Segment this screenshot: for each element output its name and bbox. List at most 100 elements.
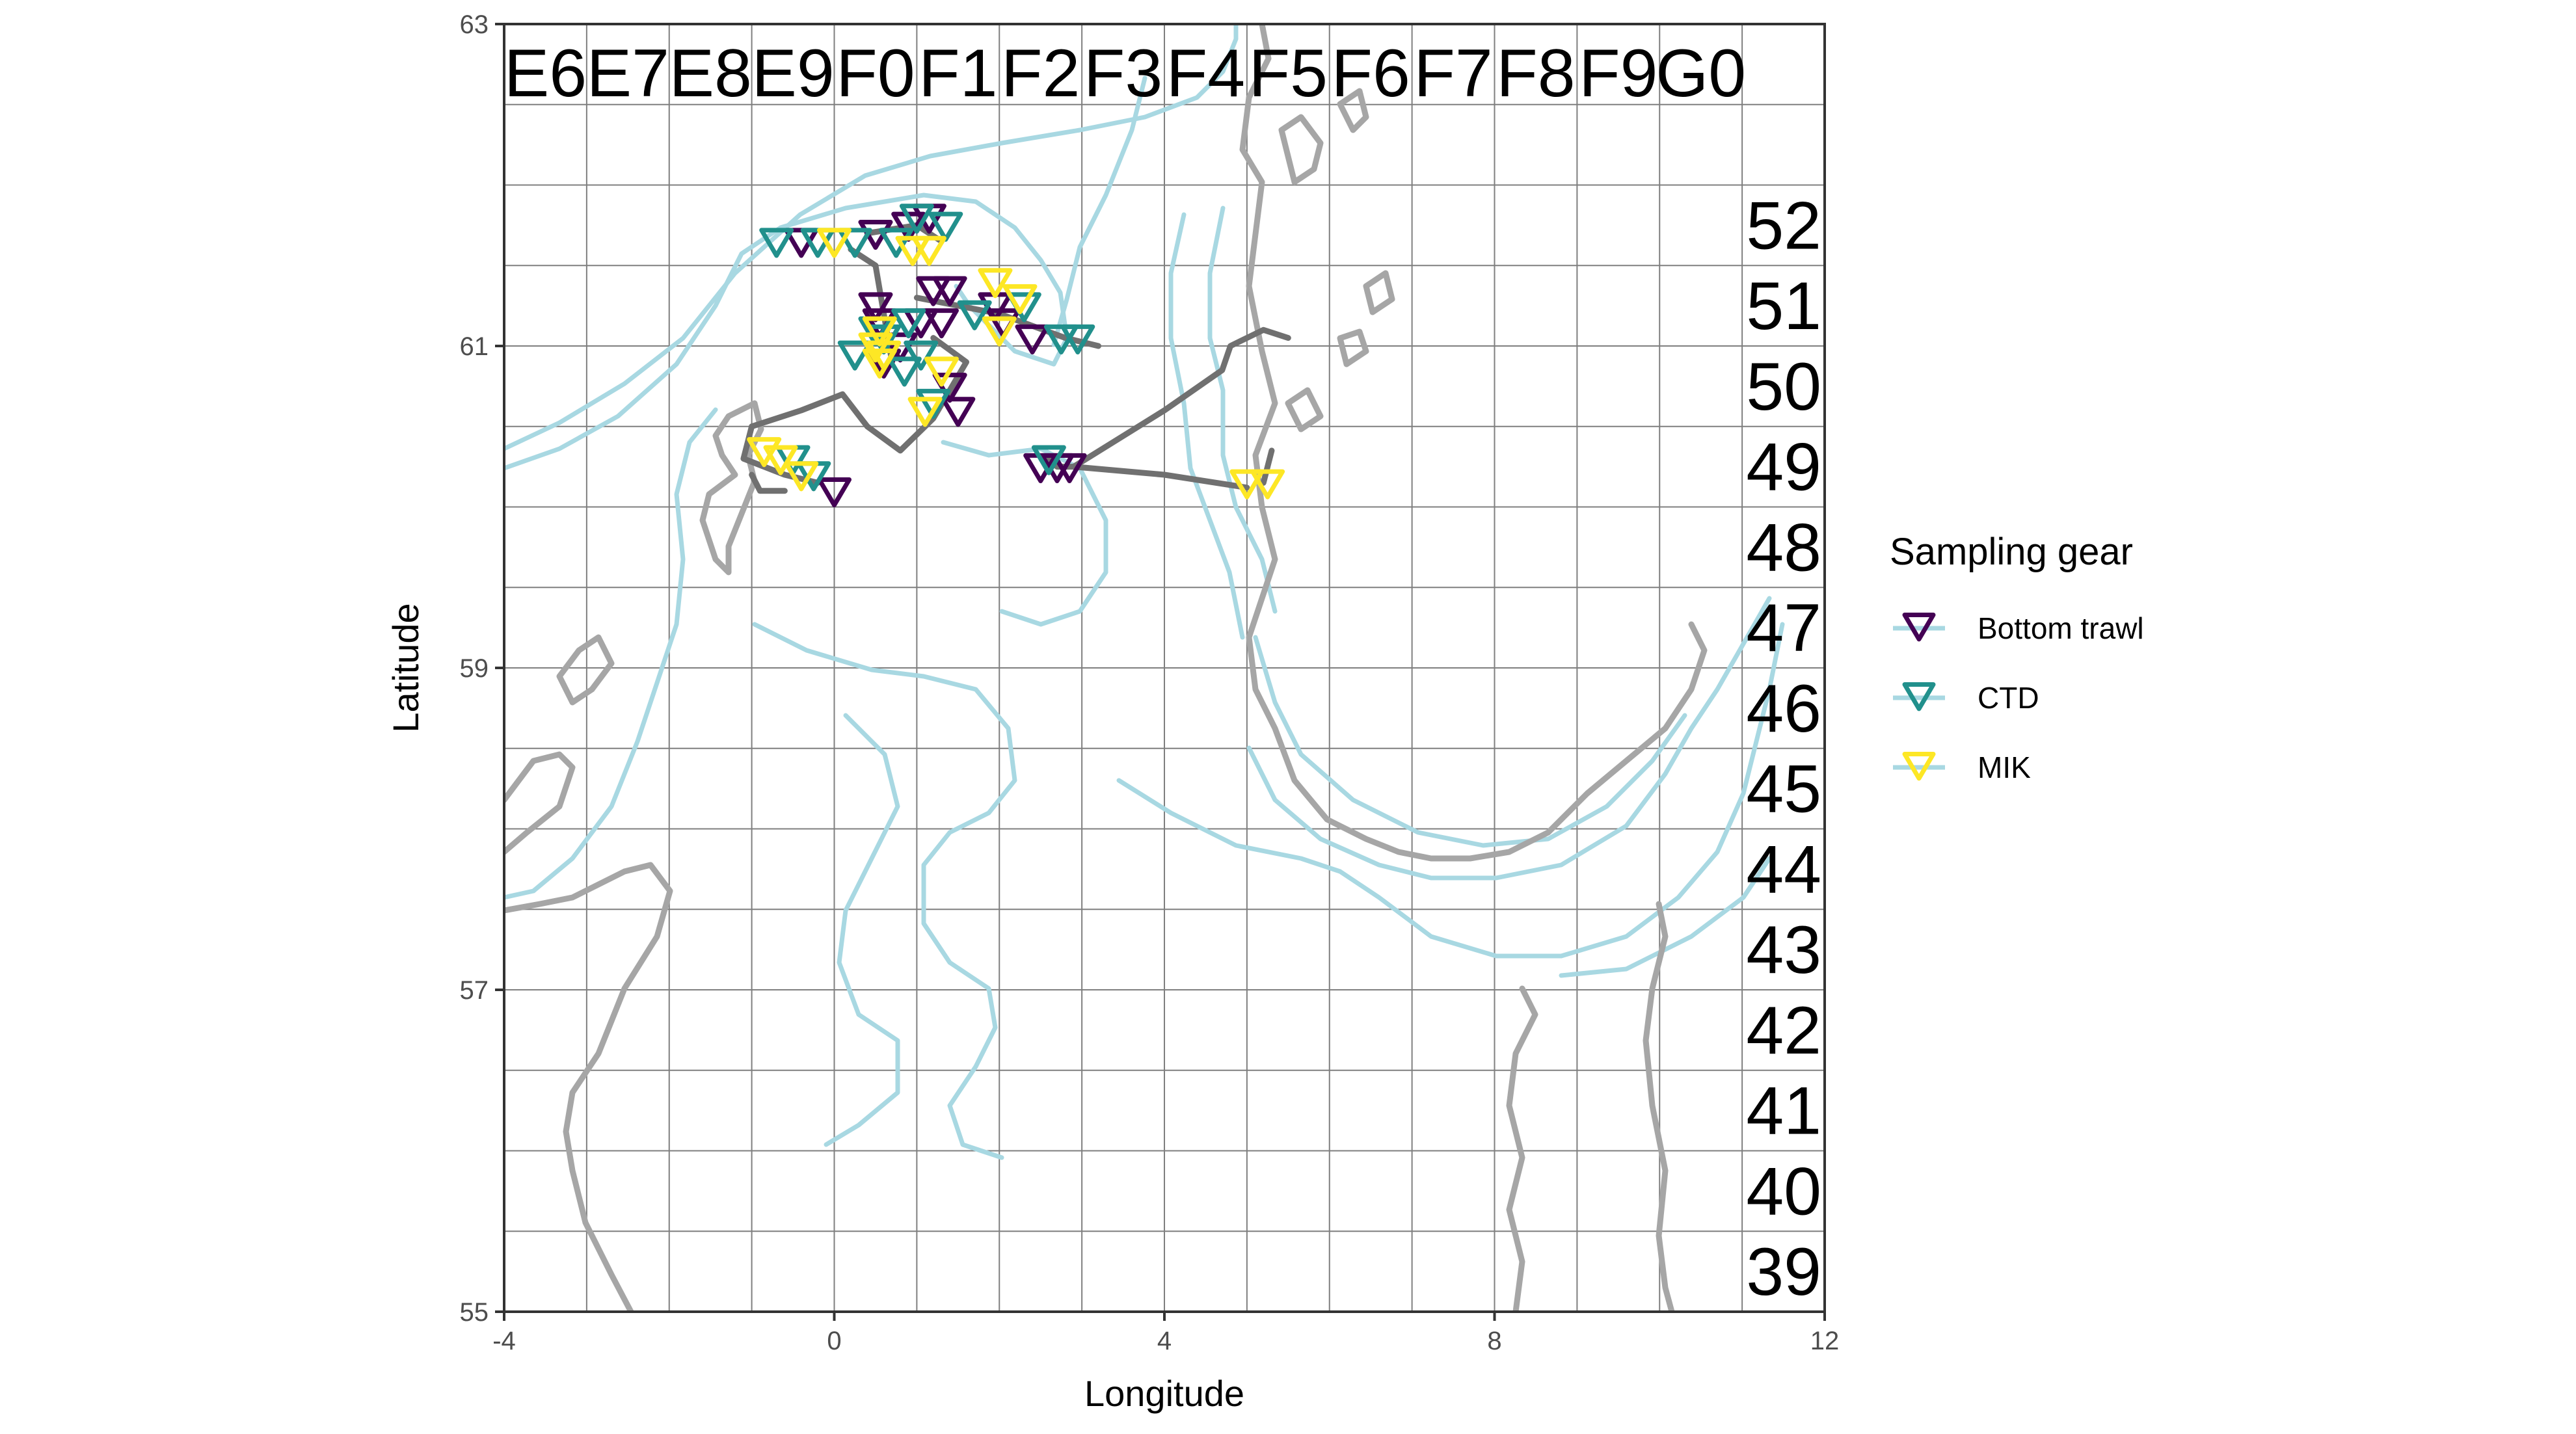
point-ctd xyxy=(957,300,992,330)
coastline-sweden-islands xyxy=(1506,985,1538,1312)
point-mik xyxy=(784,461,819,492)
ices-row-label: 45 xyxy=(1746,752,1821,827)
point-bottom-trawl xyxy=(1052,453,1087,483)
depth-contour-trench-2 xyxy=(1246,596,1772,881)
ices-row-label: 48 xyxy=(1746,510,1821,585)
point-mik xyxy=(817,228,852,258)
point-bottom-trawl xyxy=(932,373,967,403)
legend-title: Sampling gear xyxy=(1890,531,2133,573)
depth-contour-channel-west xyxy=(1051,75,1147,347)
cruise-track-segment xyxy=(1070,464,1250,491)
point-mik xyxy=(1250,469,1285,499)
ices-column-label: F1 xyxy=(919,36,997,111)
ices-row-label: 41 xyxy=(1746,1074,1821,1149)
point-mik xyxy=(978,268,1013,299)
coastline-scotland xyxy=(504,751,576,855)
y-tick-label: 59 xyxy=(460,654,489,683)
ices-column-label: E6 xyxy=(504,36,587,111)
ices-row-label: 43 xyxy=(1746,912,1821,988)
ices-column-label: F4 xyxy=(1166,36,1245,111)
depth-contour-mid-loops xyxy=(941,440,1108,627)
ices-row-label: 49 xyxy=(1746,430,1821,505)
cruise-track-segment xyxy=(749,471,788,494)
depth-contour-trench-3 xyxy=(1253,635,1687,848)
point-mik xyxy=(763,445,798,475)
ices-row-label: 51 xyxy=(1746,269,1821,344)
y-tick-label: 57 xyxy=(460,976,489,1005)
ices-row-label: 46 xyxy=(1746,671,1821,747)
x-tick-label: 0 xyxy=(827,1327,841,1355)
depth-contour-central xyxy=(752,622,1017,1160)
x-tick-label: 8 xyxy=(1487,1327,1501,1355)
cruise-track-segment xyxy=(1070,326,1291,470)
point-bottom-trawl xyxy=(817,477,852,508)
x-axis-title: Longitude xyxy=(1084,1373,1244,1414)
ices-column-label: F6 xyxy=(1332,36,1410,111)
point-ctd xyxy=(904,340,939,371)
cruise-track-segment xyxy=(749,335,969,454)
point-mik xyxy=(924,356,959,387)
point-ctd xyxy=(891,308,926,339)
x-tick-label: -4 xyxy=(492,1327,516,1355)
ices-grid xyxy=(504,24,1825,1312)
legend-key-bottom-trawl xyxy=(1902,613,1936,642)
point-ctd xyxy=(1031,445,1066,475)
y-tick-label: 63 xyxy=(460,10,489,39)
ices-column-label: E9 xyxy=(751,36,834,111)
depth-contour-norwegian-channel-2 xyxy=(1168,212,1245,640)
ices-row-label: 39 xyxy=(1746,1234,1821,1310)
point-mik xyxy=(866,340,902,371)
point-ctd xyxy=(1060,324,1095,354)
depth-contour-east xyxy=(1559,856,1772,978)
coastline-scotland-east xyxy=(504,862,673,1312)
point-ctd xyxy=(928,211,963,242)
legend: Sampling gear Bottom trawl CTD MIK xyxy=(1890,531,2144,784)
depth-contours xyxy=(504,24,1785,1160)
point-ctd xyxy=(887,356,922,387)
coastline-denmark xyxy=(1643,901,1675,1312)
ices-row-label: 52 xyxy=(1746,188,1821,263)
ices-row-label: 40 xyxy=(1746,1154,1821,1229)
ices-column-label: E8 xyxy=(669,36,752,111)
point-mik xyxy=(911,235,946,266)
depth-contour-trench-1 xyxy=(1116,622,1785,959)
ices-column-label: F2 xyxy=(1001,36,1080,111)
depth-contour-shelf-south xyxy=(504,407,718,900)
y-tick-label: 55 xyxy=(460,1298,489,1327)
y-tick-label: 61 xyxy=(460,332,489,361)
depth-contour-outer-west xyxy=(504,24,1239,451)
ices-row-label: 44 xyxy=(1746,832,1821,907)
sampling-points xyxy=(747,204,1285,508)
point-mik xyxy=(858,332,893,363)
ices-row-label: 42 xyxy=(1746,993,1821,1069)
x-tick-label: 4 xyxy=(1157,1327,1172,1355)
point-bottom-trawl xyxy=(1015,324,1050,354)
point-ctd xyxy=(916,388,951,419)
legend-key-ctd xyxy=(1902,682,1936,711)
ices-column-label: F9 xyxy=(1579,36,1657,111)
point-ctd xyxy=(837,228,872,258)
point-bottom-trawl xyxy=(932,276,967,306)
x-tick-label: 12 xyxy=(1810,1327,1840,1355)
coastlines xyxy=(504,24,1708,1312)
legend-label-bottom-trawl: Bottom trawl xyxy=(1978,611,2144,645)
ices-column-label: G0 xyxy=(1656,36,1746,111)
legend-key-mik xyxy=(1902,752,1936,781)
depth-contour-shelf-west xyxy=(504,193,1069,471)
ices-column-label: F5 xyxy=(1249,36,1328,111)
ices-column-label: F0 xyxy=(836,36,915,111)
point-ctd xyxy=(899,204,934,234)
depth-contour-norwegian-channel xyxy=(1207,206,1278,614)
cruise-track-segment xyxy=(1260,447,1275,486)
point-mik xyxy=(862,316,897,347)
ices-column-label: F8 xyxy=(1496,36,1575,111)
legend-label-ctd: CTD xyxy=(1978,681,2039,715)
point-mik xyxy=(1229,469,1265,499)
point-mik xyxy=(982,316,1017,347)
point-bottom-trawl xyxy=(924,308,959,339)
y-axis-title: Latitude xyxy=(385,603,426,732)
coastline-orkney xyxy=(556,634,615,706)
ices-column-label: F7 xyxy=(1414,36,1492,111)
